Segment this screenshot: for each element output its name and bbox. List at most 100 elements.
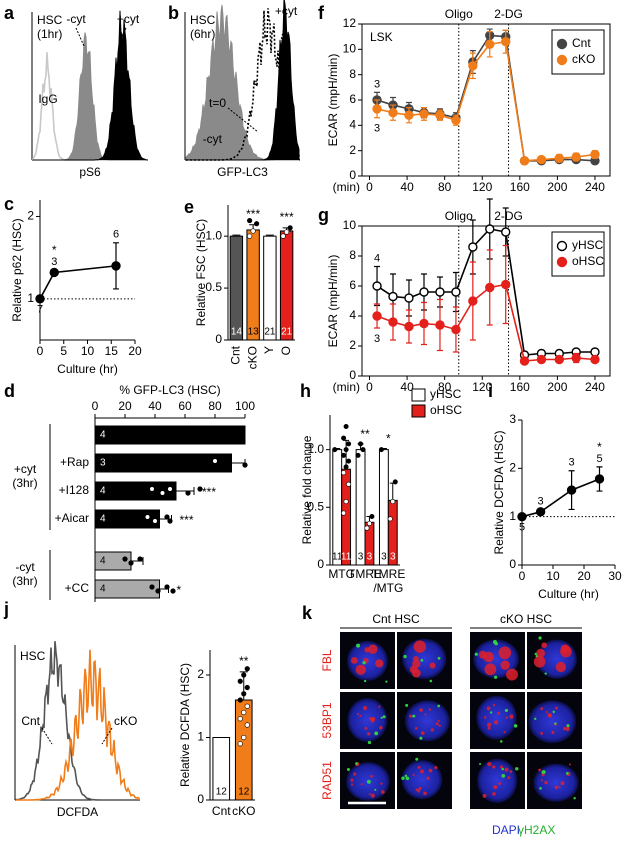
legend-box [551, 29, 605, 75]
significance: ** [360, 427, 370, 441]
data-point [501, 227, 511, 237]
red-focus [379, 725, 383, 730]
n-label: 3 [358, 552, 364, 563]
legend-marker [556, 256, 568, 268]
red-focus [536, 648, 546, 658]
n-label: 13 [248, 327, 260, 338]
green-focus [380, 716, 383, 719]
x-axis-label: Culture (hr) [57, 362, 118, 376]
data-dot [378, 447, 384, 453]
data-dot [247, 217, 253, 224]
red-focus [505, 716, 508, 719]
red-focus [419, 708, 423, 712]
leader-line [41, 727, 53, 745]
data-dot [284, 229, 290, 235]
row-label: RAD51 [320, 761, 334, 800]
data-dot [392, 479, 398, 485]
data-point [35, 294, 45, 304]
x-tick-label: 0 [366, 380, 373, 394]
data-point [49, 267, 59, 278]
red-focus [359, 714, 362, 717]
data-dot [341, 452, 347, 458]
significance: * [386, 432, 391, 446]
red-focus [413, 640, 427, 653]
n-label: 14 [231, 327, 243, 338]
x-tick-label: Y [262, 346, 276, 354]
red-focus [413, 656, 419, 662]
y-tick-label: 0 [197, 792, 204, 806]
bar [263, 235, 277, 341]
x-tick-label: TMRE /MTG [371, 567, 406, 595]
data-dot [155, 588, 161, 594]
x-tick-label: 20 [128, 344, 142, 358]
significance: * [52, 243, 57, 257]
data-point [451, 287, 461, 297]
red-focus [375, 659, 384, 668]
data-point [372, 311, 382, 321]
data-point [111, 261, 121, 271]
panel-letter: h [300, 381, 311, 401]
red-focus [500, 765, 504, 769]
data-dot [387, 516, 393, 522]
error-bar [265, 234, 274, 237]
error-bar [389, 482, 396, 501]
data-dot [244, 722, 250, 728]
red-focus [423, 791, 427, 796]
red-focus [428, 768, 433, 773]
x-tick-label: 20 [577, 569, 591, 583]
legend-swatch [411, 404, 426, 418]
green-focus [552, 710, 556, 714]
n-label: 4 [100, 584, 106, 595]
data-point [419, 109, 429, 119]
x-axis-label: GFP-LC3 [217, 165, 268, 179]
data-dot [287, 225, 293, 231]
data-point [388, 291, 398, 302]
x-tick-label: 0 [519, 569, 526, 583]
green-focus [554, 722, 557, 725]
y-tick-label: 3 [509, 412, 516, 426]
x-tick-label: O [279, 346, 293, 355]
green-focus [405, 703, 409, 707]
red-focus [362, 705, 368, 711]
nucleus [528, 700, 577, 744]
x-tick-label: 20 [118, 399, 132, 413]
x-tick-label: 160 [510, 180, 530, 194]
data-point [519, 156, 530, 166]
data-dot [128, 560, 134, 566]
n-label: 7 [37, 304, 43, 316]
red-focus [409, 714, 413, 718]
data-dot [369, 514, 375, 520]
y-tick-label: 10 [343, 218, 357, 232]
data-point [485, 224, 495, 234]
red-focus [364, 726, 368, 730]
green-focus [366, 779, 371, 784]
green-focus [356, 643, 361, 648]
y-tick-label: 6 [349, 92, 356, 106]
data-dot [167, 518, 173, 524]
data-dot [366, 520, 372, 526]
x-tick-label: 200 [547, 180, 567, 194]
red-focus [350, 778, 354, 782]
data-dot [346, 441, 352, 447]
bar [378, 449, 389, 566]
red-focus [426, 776, 430, 780]
data-point [590, 354, 600, 365]
data-point [404, 110, 414, 120]
y-tick-label: 8 [349, 248, 356, 262]
data-point [517, 511, 527, 522]
red-focus [547, 713, 553, 718]
y-tick-label: 1 [197, 730, 204, 744]
data-dot [185, 490, 191, 496]
green-focus [401, 776, 405, 780]
y-tick-label: 10 [343, 42, 357, 56]
red-focus [350, 657, 358, 664]
n-label: 3 [374, 123, 380, 135]
red-focus [540, 731, 544, 735]
stain-label: DAPI [492, 823, 520, 837]
data-dot [197, 486, 203, 492]
data-dot [241, 691, 247, 697]
significance: * [597, 440, 602, 454]
red-focus [412, 659, 421, 669]
data-dot [237, 678, 243, 684]
x-tick-label: 0 [366, 180, 373, 194]
